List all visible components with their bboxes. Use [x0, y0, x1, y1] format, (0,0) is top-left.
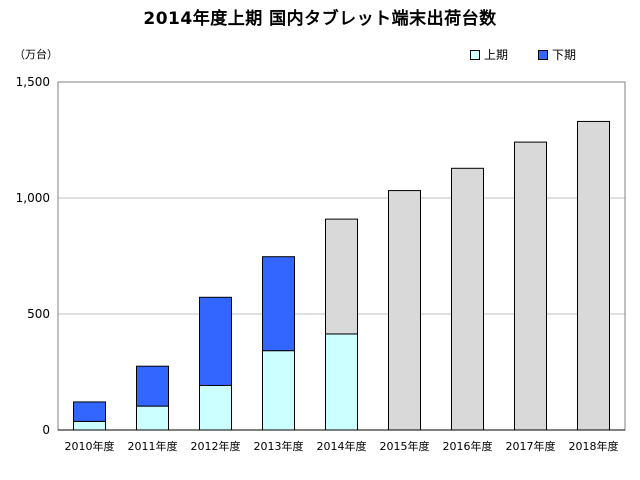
x-tick-label: 2016年度: [443, 439, 493, 453]
legend-label-shimoki: 下期: [552, 48, 577, 62]
x-tick-label: 2013年度: [254, 439, 304, 453]
bar-segment: [73, 401, 106, 422]
legend-label-kamiki: 上期: [484, 48, 509, 62]
y-tick-label: 0: [42, 423, 50, 437]
bar-segment: [514, 141, 547, 431]
legend-item-shimoki: 下期: [538, 46, 576, 63]
x-tick-label: 2015年度: [380, 439, 430, 453]
bar-segment: [262, 350, 295, 431]
bar-segment: [325, 333, 358, 431]
legend-item-kamiki: 上期: [470, 46, 508, 63]
bar-segment: [199, 384, 232, 431]
bar-segment: [262, 256, 295, 352]
y-tick-label: 1,000: [16, 191, 50, 205]
y-unit-label: （万台）: [14, 48, 58, 61]
bar-segment: [451, 167, 484, 431]
y-tick-label: 500: [27, 307, 50, 321]
x-tick-label: 2012年度: [191, 439, 241, 453]
x-tick-label: 2017年度: [506, 439, 556, 453]
x-tick-label: 2014年度: [317, 439, 367, 453]
legend-swatch-kamiki: [470, 49, 480, 60]
x-tick-label: 2018年度: [569, 439, 619, 453]
bar-segment: [136, 365, 169, 407]
y-tick-label: 1,500: [16, 75, 50, 89]
bar-segment: [136, 405, 169, 431]
bar-segment: [388, 190, 421, 431]
bar-segment: [73, 420, 106, 431]
legend-swatch-shimoki: [538, 49, 549, 60]
bar-segment: [325, 218, 358, 335]
x-tick-label: 2011年度: [128, 439, 178, 453]
bar-segment: [577, 120, 610, 431]
chart-title: 2014年度上期 国内タブレット端末出荷台数: [143, 9, 497, 29]
x-tick-label: 2010年度: [65, 439, 115, 453]
legend: 上期 下期: [470, 46, 576, 63]
bar-segment: [199, 296, 232, 386]
